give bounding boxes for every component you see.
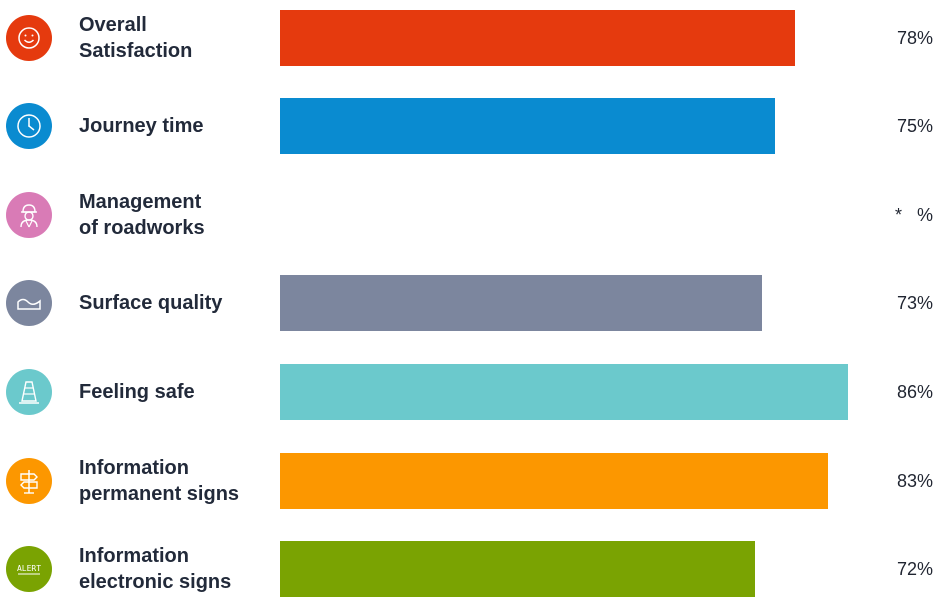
- category-label-line: Management: [79, 191, 202, 213]
- bar: [280, 453, 828, 509]
- traffic-cone-icon: [6, 369, 52, 415]
- category-label: Information electronic signs: [79, 541, 269, 597]
- bar: [280, 364, 848, 420]
- bar: [280, 541, 755, 597]
- roadworker-icon: [6, 192, 52, 238]
- category-label-line: electronic signs: [79, 571, 232, 593]
- value-label: 73%: [896, 293, 933, 313]
- alert-sign-icon: ALERT: [6, 546, 52, 592]
- category-label-line: Information: [79, 545, 189, 567]
- chart-row: Journey time 75%: [0, 98, 939, 154]
- value-label: * %: [894, 205, 933, 225]
- chart-row: Surface quality 73%: [0, 275, 939, 331]
- bar: [280, 275, 762, 331]
- chart-row: Overall Satisfaction 78%: [0, 10, 939, 66]
- category-label: Information permanent signs: [79, 453, 269, 509]
- category-label: Management of roadworks: [79, 187, 269, 243]
- chart-row: Management of roadworks * %: [0, 187, 939, 243]
- value-label: 75%: [896, 116, 933, 136]
- value-label: 86%: [896, 382, 933, 402]
- smiley-face-icon: [6, 15, 52, 61]
- value-label: 78%: [896, 28, 933, 48]
- value-label: 72%: [896, 559, 933, 579]
- clock-icon: [6, 103, 52, 149]
- category-label: Surface quality: [79, 292, 223, 314]
- category-label-line: Information: [79, 457, 189, 479]
- svg-text:ALERT: ALERT: [17, 564, 41, 573]
- category-label-line: of roadworks: [79, 217, 205, 239]
- chart-row: Information permanent signs 83%: [0, 453, 939, 509]
- category-label: Feeling safe: [79, 381, 195, 403]
- category-label-line: Overall: [79, 14, 147, 36]
- category-label-line: permanent signs: [79, 483, 240, 505]
- category-label-line: Satisfaction: [79, 40, 193, 62]
- chart-row: Feeling safe 86%: [0, 364, 939, 420]
- value-label: 83%: [896, 471, 933, 491]
- signpost-icon: [6, 458, 52, 504]
- category-label: Journey time: [79, 115, 204, 137]
- chart-row: ALERT Information electronic signs 72%: [0, 541, 939, 597]
- road-surface-icon: [6, 280, 52, 326]
- category-label: Overall Satisfaction: [79, 10, 269, 66]
- bar: [280, 10, 795, 66]
- bar: [280, 98, 775, 154]
